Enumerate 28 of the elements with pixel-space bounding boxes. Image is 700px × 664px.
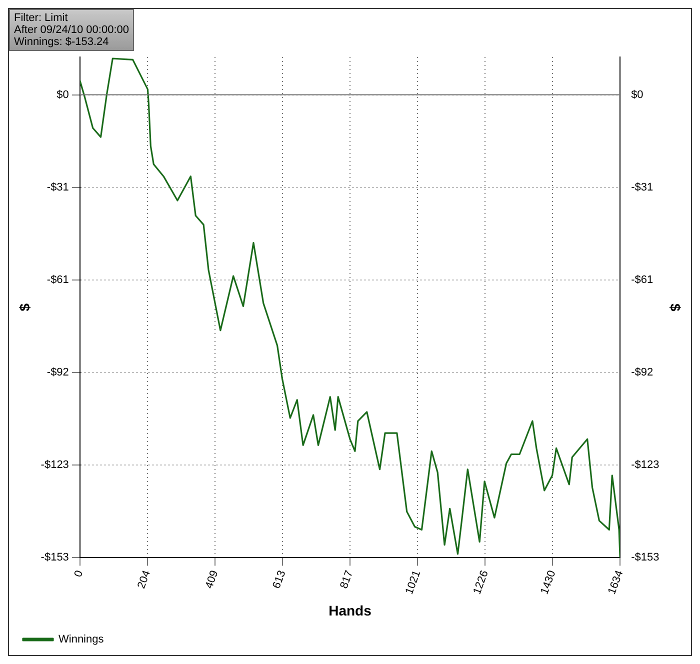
- y-tick-label: -$92: [46, 366, 69, 379]
- y-tick-label: -$31: [46, 181, 69, 194]
- x-tick-label: 613: [270, 568, 288, 590]
- text: Winnings: $-153.24: [14, 36, 110, 48]
- x-tick-label: 409: [203, 568, 221, 590]
- y-axis-title: $: [16, 303, 32, 312]
- text: Filter: Limit: [14, 12, 69, 24]
- y2-tick-label: $0: [631, 88, 644, 101]
- y2-tick-label: -$92: [631, 366, 654, 379]
- y2-axis-title: $: [668, 303, 684, 312]
- x-tick-label: 1226: [471, 568, 491, 596]
- x-tick-label: 0: [72, 568, 86, 579]
- text: After 09/24/10 00:00:00: [14, 24, 129, 36]
- x-axis-title: Hands: [328, 602, 372, 618]
- x-tick-label: 1430: [538, 568, 558, 596]
- legend-label: Winnings: [58, 634, 104, 646]
- y-tick-label: -$123: [40, 459, 69, 472]
- x-tick-label: 817: [338, 568, 356, 590]
- y2-tick-label: -$123: [631, 459, 660, 472]
- y2-tick-label: -$31: [631, 181, 654, 194]
- x-tick-label: 204: [135, 568, 154, 590]
- y-tick-label: -$153: [40, 552, 69, 564]
- y2-tick-label: -$61: [631, 274, 654, 286]
- y-tick-label: $0: [56, 88, 69, 101]
- y2-tick-label: -$153: [631, 552, 660, 564]
- y-tick-label: -$61: [46, 274, 69, 286]
- x-tick-label: 1021: [403, 568, 424, 596]
- x-tick-label: 1634: [606, 568, 626, 596]
